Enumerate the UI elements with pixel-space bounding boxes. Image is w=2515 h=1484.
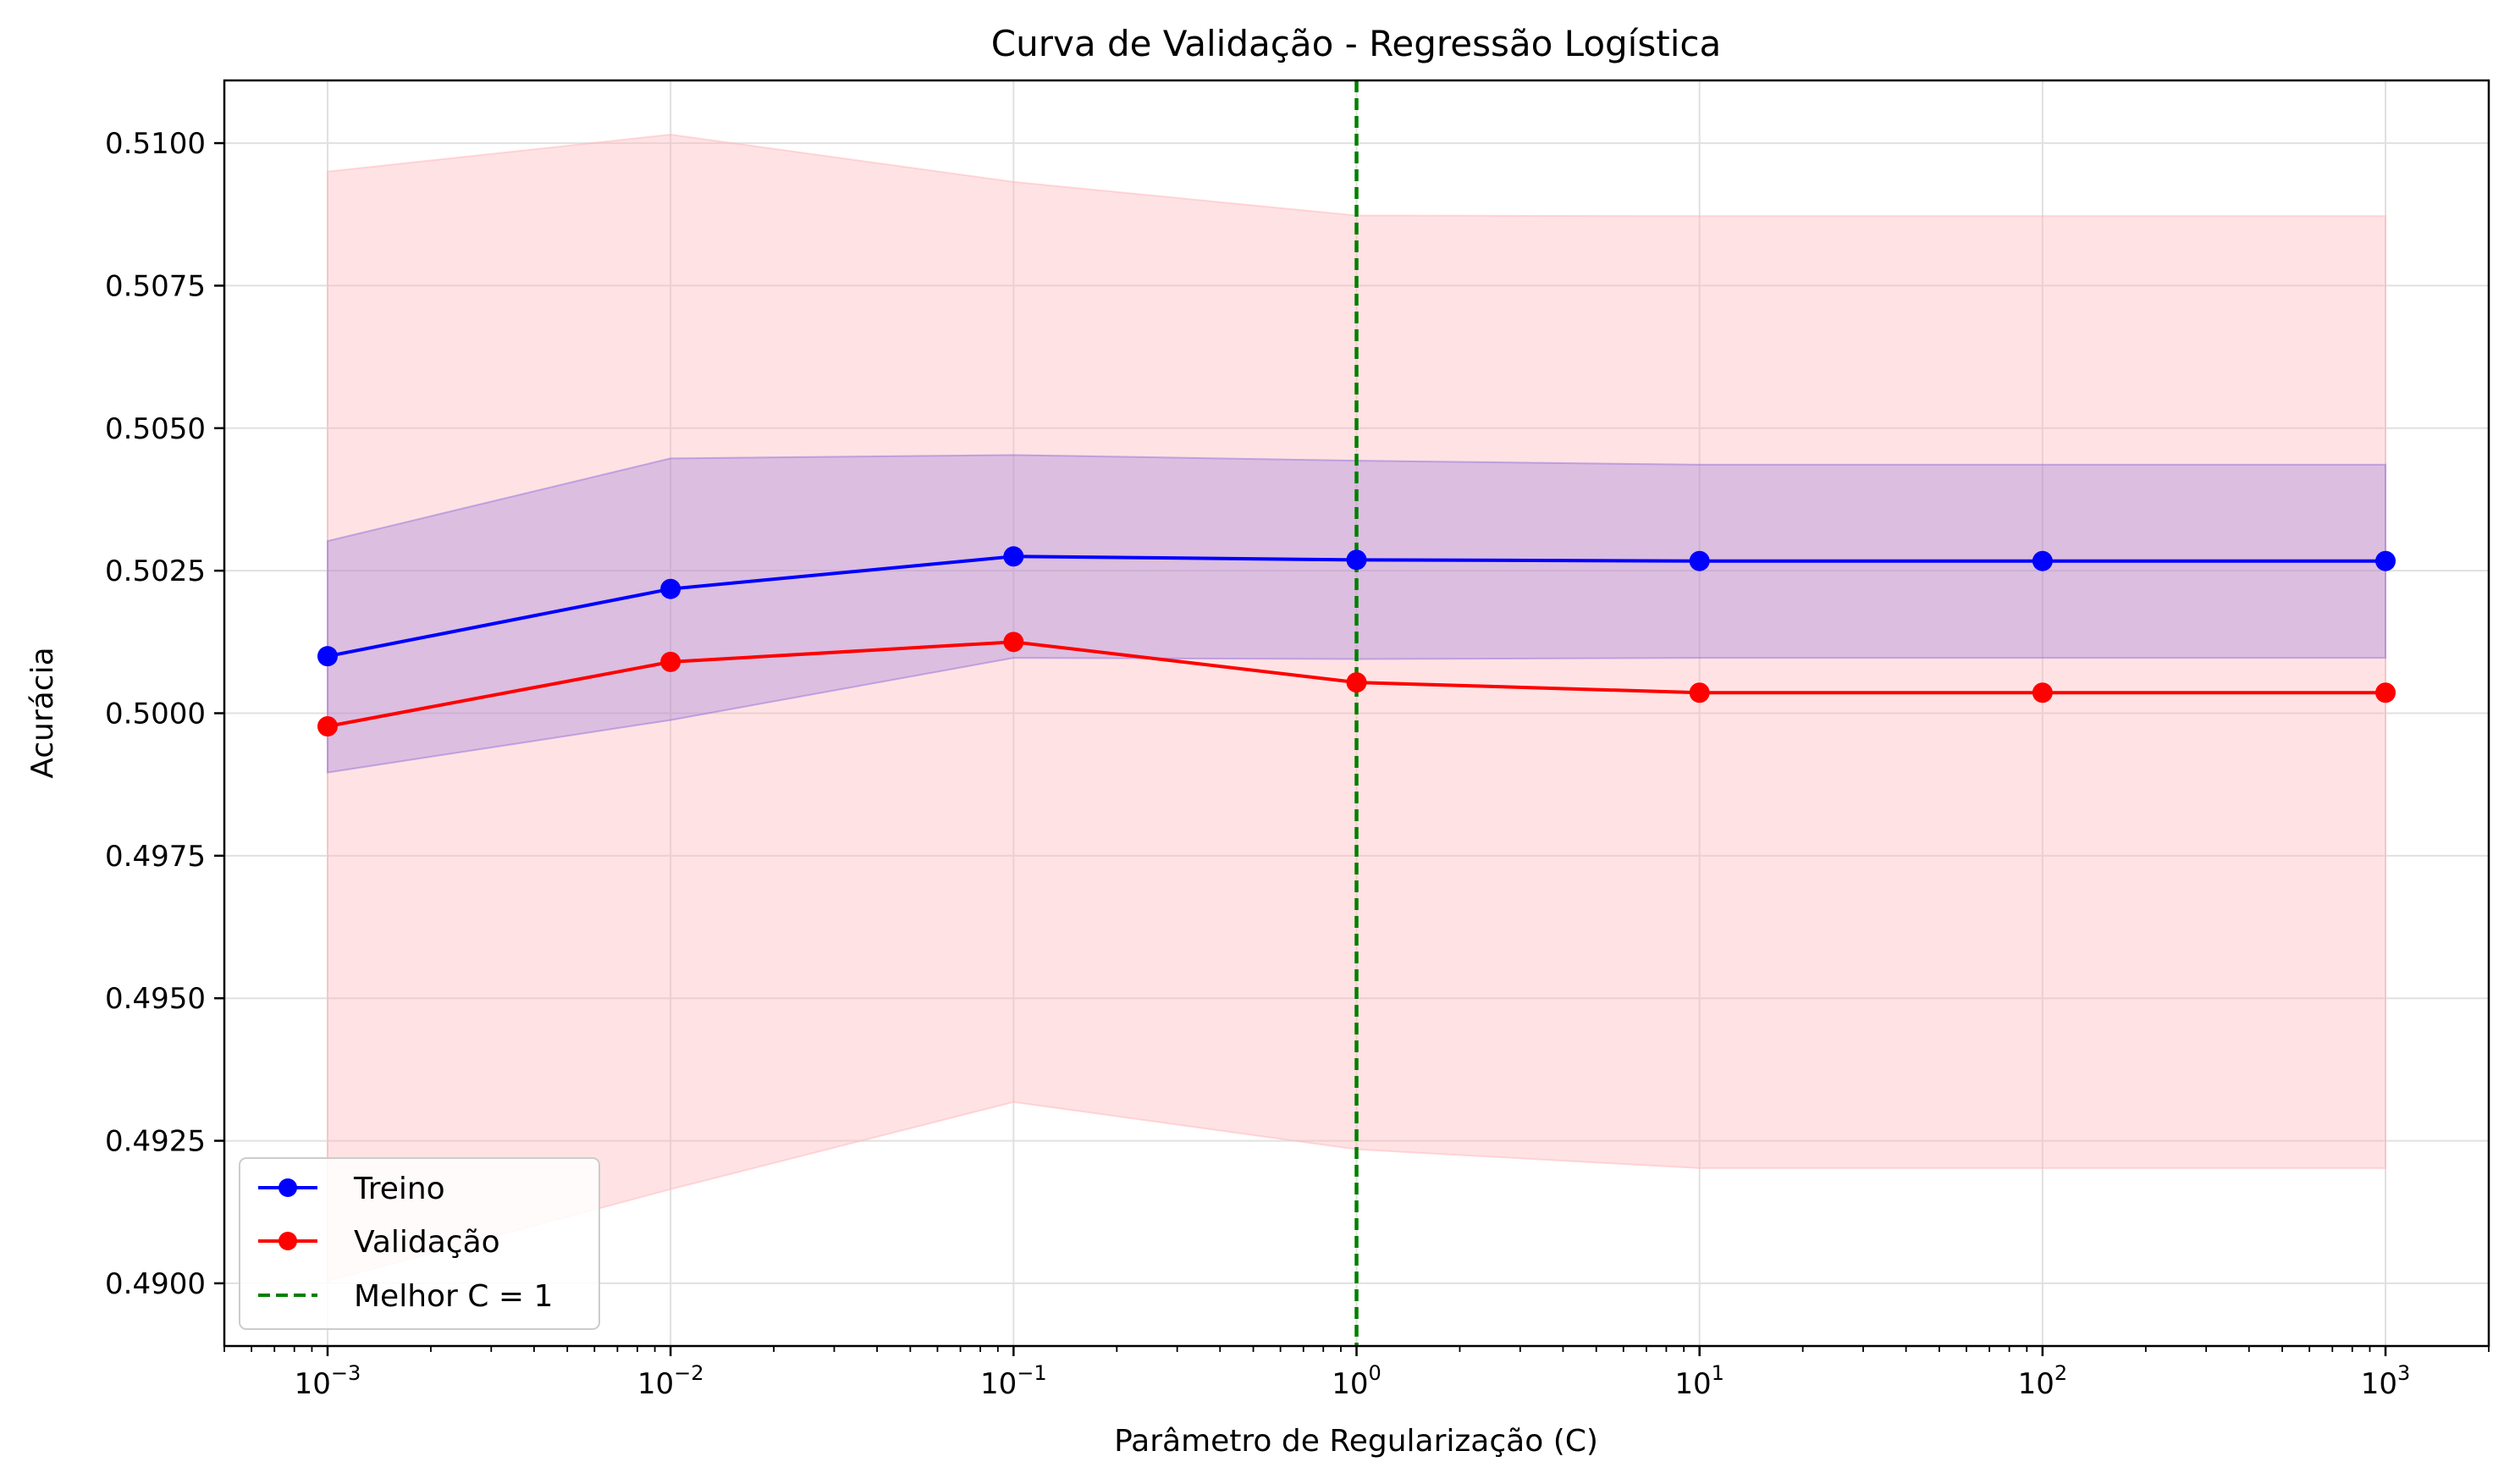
legend-marker-validacao [279,1232,297,1250]
legend-label-best-c: Melhor C = 1 [354,1279,553,1314]
legend-label-validacao: Validação [354,1225,500,1260]
x-axis-ticks: 10−3 10−2 10−1 100 101 102 103 [223,1346,2490,1401]
point-validacao [660,651,681,672]
series-markers [317,546,2396,736]
point-treino [317,646,338,667]
y-axis-label: Acurácia [25,647,60,778]
band-treino [326,454,2387,774]
legend-label-treino: Treino [353,1172,445,1206]
y-tick-label: 0.5050 [105,412,206,446]
point-validacao [1346,672,1367,693]
legend-marker-treino [279,1178,297,1197]
point-validacao [2375,682,2396,703]
x-tick-label: 10−1 [980,1361,1047,1401]
x-tick-label: 10−3 [295,1361,361,1401]
y-axis-ticks: 0.4900 0.4925 0.4950 0.4975 0.5000 0.5025 0.50… [105,127,224,1301]
y-tick-label: 0.4950 [105,982,206,1016]
y-tick-label: 0.5025 [105,554,206,588]
x-tick-label: 103 [2361,1361,2411,1401]
point-validacao [1689,682,1710,703]
point-treino [660,578,681,599]
legend: Treino Validação Melhor C = 1 [239,1157,600,1330]
point-validacao [317,715,338,736]
x-axis-label: Parâmetro de Regularização (C) [1114,1424,1598,1459]
point-treino [1346,549,1367,571]
x-tick-label: 10−2 [637,1361,704,1401]
x-tick-label: 102 [2018,1361,2068,1401]
y-tick-label: 0.5075 [105,269,206,303]
point-validacao [1003,632,1024,653]
x-tick-label: 101 [1674,1361,1724,1401]
point-validacao [2032,682,2053,703]
y-tick-label: 0.4900 [105,1267,206,1301]
point-treino [1003,546,1024,567]
x-tick-label: 100 [1332,1361,1382,1401]
y-tick-label: 0.4975 [105,840,206,874]
point-treino [1689,550,1710,571]
point-treino [2032,550,2053,571]
chart-title: Curva de Validação - Regressão Logística [991,23,1721,64]
y-tick-label: 0.5100 [105,127,206,161]
legend-box [239,1157,600,1330]
y-tick-label: 0.4925 [105,1125,206,1159]
point-treino [2375,550,2396,571]
y-tick-label: 0.5000 [105,698,206,731]
